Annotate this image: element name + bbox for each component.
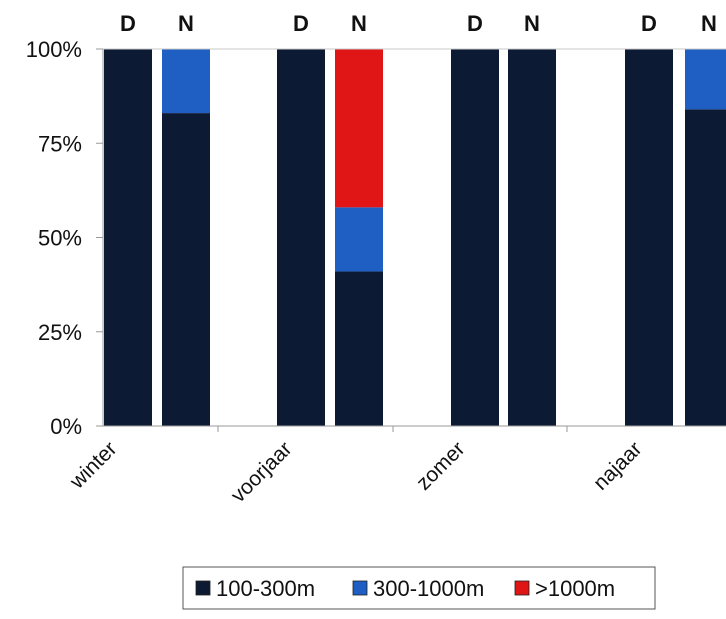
bar-segment-voorjaar-N->1000m [335,49,383,208]
x-category-label-winter: winter [65,437,122,494]
y-tick-label: 0% [50,414,82,439]
bar-segment-voorjaar-D-100-300m [277,49,325,426]
bar-segment-najaar-N-100-300m [685,109,726,426]
bar-segment-zomer-N-100-300m [508,49,556,426]
bar-top-label: D [293,11,309,36]
x-category-label-zomer: zomer [412,437,470,495]
bar-segment-voorjaar-N-300-1000m [335,207,383,272]
bar-segment-winter-N-100-300m [162,113,210,426]
legend-label-300-1000m: 300-1000m [373,576,484,601]
bar-top-label: D [120,11,136,36]
bar-top-label: N [178,11,194,36]
legend-label->1000m: >1000m [535,576,615,601]
bar-segment-najaar-N-300-1000m [685,49,726,110]
bar-top-label: D [467,11,483,36]
bar-segment-winter-N-300-1000m [162,49,210,114]
legend-swatch-300-1000m [352,580,368,596]
x-category-label-najaar: najaar [589,437,647,495]
bar-top-label: N [524,11,540,36]
legend-swatch-100-300m [195,580,211,596]
legend: 100-300m 300-1000m >1000m [182,566,656,610]
axis-layer [96,48,726,432]
bar-top-label: N [351,11,367,36]
bar-segment-voorjaar-N-100-300m [335,271,383,426]
bar-segment-zomer-D-100-300m [451,49,499,426]
bar-segment-winter-D-100-300m [104,49,152,426]
bar-top-label: N [701,11,717,36]
legend-label-100-300m: 100-300m [216,576,315,601]
y-tick-label: 75% [38,131,82,156]
y-tick-label: 50% [38,226,82,251]
legend-swatch->1000m [514,580,530,596]
legend-box [182,566,656,610]
bars-layer [104,49,726,426]
y-tick-label: 25% [38,320,82,345]
y-tick-label: 100% [26,37,82,62]
bar-top-label: D [641,11,657,36]
x-category-label-voorjaar: voorjaar [227,437,297,507]
bar-segment-najaar-D-100-300m [625,49,673,426]
